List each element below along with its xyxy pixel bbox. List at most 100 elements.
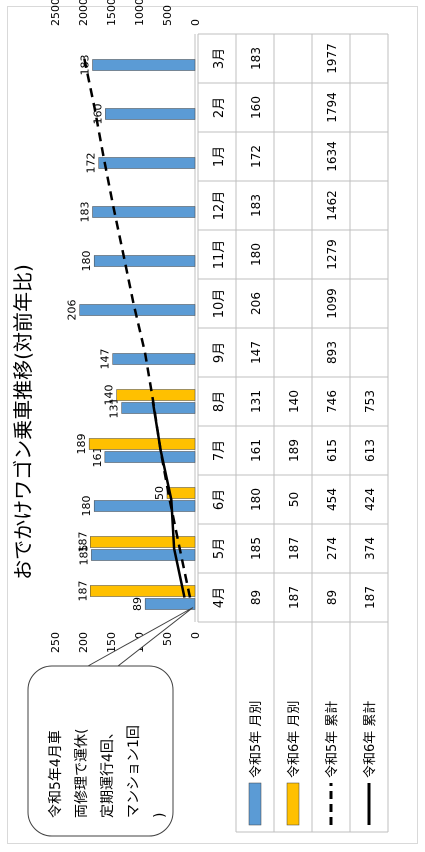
bar-r5 <box>93 255 196 267</box>
table-cell: 1977 <box>325 43 339 74</box>
table-cell: 172 <box>249 145 263 168</box>
callout-line: マンション1回 <box>126 725 142 818</box>
table-cell: 1279 <box>325 239 339 270</box>
callout-line: 両修理で運休( <box>74 729 90 818</box>
table-cell: 131 <box>249 390 263 413</box>
bar-r5 <box>144 598 196 610</box>
table-cell: 160 <box>249 96 263 119</box>
legend-swatch <box>286 782 300 826</box>
category-label: 4月 <box>212 587 227 608</box>
bar-label-r5: 147 <box>99 349 112 370</box>
right-axis-tick: 0 <box>189 19 202 26</box>
bar-label-r5: 89 <box>131 597 144 611</box>
line-r5-cumulative <box>83 58 192 598</box>
table-cell: 189 <box>287 439 301 462</box>
legend-entry: 令和5年 累計 <box>324 701 340 825</box>
table-cell: 183 <box>249 194 263 217</box>
bar-r6 <box>116 389 196 401</box>
legend-label: 令和6年 月別 <box>287 701 302 778</box>
category-label: 3月 <box>212 48 227 69</box>
legend-swatch <box>248 782 262 826</box>
category-label: 11月 <box>212 240 227 270</box>
table-cell: 180 <box>249 488 263 511</box>
bar-r5 <box>93 500 196 512</box>
right-axis-tick: 2000 <box>77 0 90 26</box>
category-label: 6月 <box>212 489 227 510</box>
bar-r5 <box>104 451 196 463</box>
legend-label: 令和5年 累計 <box>324 701 340 778</box>
right-axis-tick: 1500 <box>105 0 118 26</box>
bar-label-r5: 185 <box>77 545 90 566</box>
category-label: 8月 <box>212 391 227 412</box>
left-axis-tick: 200 <box>77 632 90 653</box>
legend-label: 令和5年 月別 <box>249 701 264 778</box>
bar-r5 <box>112 353 196 365</box>
bar-label-r5: 161 <box>91 447 104 468</box>
table-cell: 1099 <box>325 288 339 319</box>
table-cell: 893 <box>325 341 339 364</box>
line-r6-cumulative <box>151 401 186 598</box>
left-axis-tick: 250 <box>49 632 62 653</box>
bar-r6 <box>88 438 196 450</box>
category-label: 5月 <box>212 538 227 559</box>
category-label: 9月 <box>212 342 227 363</box>
table-cell: 615 <box>325 439 339 462</box>
table-cell: 1794 <box>325 92 339 123</box>
bar-r5 <box>98 157 196 169</box>
table-cell: 613 <box>363 439 377 462</box>
right-axis-tick: 2500 <box>49 0 62 26</box>
table-cell: 187 <box>363 586 377 609</box>
callout-line: 令和5年4月車 <box>47 730 64 818</box>
bar-label-r6: 140 <box>103 385 116 406</box>
bar-label-r6: 187 <box>76 581 89 602</box>
left-axis-tick: 150 <box>105 632 118 653</box>
legend-entry: 令和6年 月別 <box>286 701 302 826</box>
bar-r5 <box>91 549 196 561</box>
legend-entry: 令和6年 累計 <box>362 701 378 825</box>
table-cell: 1634 <box>325 141 339 172</box>
category-label: 1月 <box>212 146 227 167</box>
bar-label-r5: 180 <box>80 496 93 517</box>
plot-area: 0501001502002500500100015002000250089187… <box>49 0 202 653</box>
bar-r6 <box>166 487 196 499</box>
left-axis-tick: 50 <box>161 632 174 646</box>
bar-r5 <box>79 304 196 316</box>
bar-label-r5: 131 <box>108 398 121 419</box>
bar-label-r5: 172 <box>85 153 98 174</box>
bar-r5 <box>92 59 196 71</box>
bar-label-r6: 187 <box>76 532 89 553</box>
legend-label: 令和6年 累計 <box>362 701 378 778</box>
left-axis-tick: 0 <box>189 632 202 639</box>
bar-label-r5: 183 <box>79 202 92 223</box>
bar-label-r6: 189 <box>75 434 88 455</box>
callout-line: ) <box>152 813 168 818</box>
table-cell: 161 <box>249 439 263 462</box>
table-cell: 180 <box>249 243 263 266</box>
table-cell: 274 <box>325 537 339 560</box>
table-cell: 50 <box>287 492 301 507</box>
table-cell: 424 <box>363 488 377 511</box>
table-cell: 187 <box>287 586 301 609</box>
table-cell: 183 <box>249 47 263 70</box>
table-cell: 89 <box>325 590 339 605</box>
table-cell: 746 <box>325 390 339 413</box>
table-cell: 454 <box>325 488 339 511</box>
bar-label-r6: 50 <box>153 486 166 500</box>
chart-frame <box>7 6 418 844</box>
bar-r5 <box>105 108 196 120</box>
bar-r5 <box>92 206 196 218</box>
table-cell: 1462 <box>325 190 339 221</box>
category-label: 7月 <box>212 440 227 461</box>
table-cell: 206 <box>249 292 263 315</box>
callout: 令和5年4月車 両修理で運休(定期運行4回、 マンション1回) <box>27 607 194 837</box>
callout-pointer <box>87 607 194 667</box>
bar-r5 <box>121 402 196 414</box>
right-axis-tick: 500 <box>161 5 174 26</box>
table-cell: 185 <box>249 537 263 560</box>
chart-title: おでかけワゴン乗車推移(対前年比) <box>11 264 35 580</box>
callout-text: 令和5年4月車 両修理で運休(定期運行4回、 マンション1回) <box>47 725 168 818</box>
table-cell: 140 <box>287 390 301 413</box>
